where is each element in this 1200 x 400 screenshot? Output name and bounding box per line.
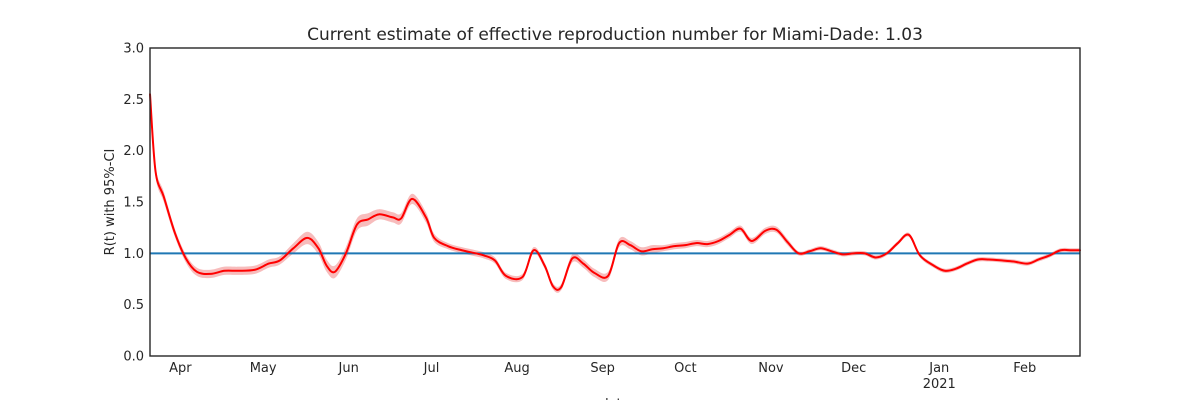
y-tick-label: 1.0	[123, 247, 144, 262]
y-tick-label: 1.5	[123, 196, 144, 211]
plot-frame	[149, 47, 1081, 357]
y-tick-label: 3.0	[123, 42, 144, 57]
chart-title: Current estimate of effective reproducti…	[307, 25, 923, 45]
x-tick-label: Jul	[423, 361, 440, 376]
series-line-0	[149, 93, 1081, 291]
series-line-layer	[149, 93, 1081, 291]
x-tick-label: Apr	[169, 361, 192, 376]
x-tick-label: Aug	[504, 361, 529, 376]
x-tick-label: Sep	[590, 361, 615, 376]
y-axis-label: R(t) with 95%-CI	[103, 149, 118, 256]
x-tick-label: Oct	[674, 361, 696, 376]
x-tick-label: May	[250, 361, 277, 376]
x-tick-label: Feb	[1013, 361, 1036, 376]
y-tick-label: 2.0	[123, 144, 144, 159]
x-tick-sublabel: 2021	[923, 377, 956, 392]
y-tick-label: 2.5	[123, 93, 144, 108]
x-tick-label: Jan	[928, 361, 949, 376]
x-tick-label: Nov	[758, 361, 784, 376]
x-axis-label: date	[600, 397, 629, 400]
ci-band-0	[150, 88, 1080, 293]
x-tick-label: Dec	[841, 361, 866, 376]
y-tick-label: 0.5	[123, 298, 144, 313]
y-axis: 0.0 0.5 1.0 1.5 2.0 2.5 3.0	[123, 42, 144, 365]
y-tick-label: 0.0	[123, 350, 144, 365]
ci-band-layer	[150, 88, 1080, 293]
x-tick-label: Jun	[338, 361, 359, 376]
